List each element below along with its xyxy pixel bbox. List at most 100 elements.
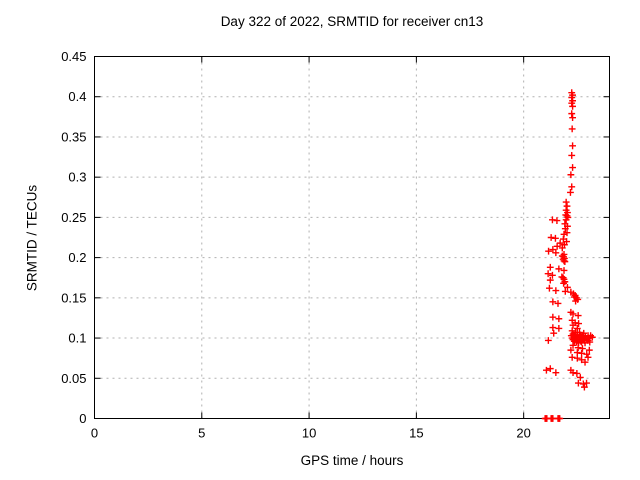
data-point-marker [550,329,558,337]
data-point-marker [564,283,571,291]
data-point-marker [553,242,561,250]
data-point-marker [585,346,593,354]
data-points [541,89,596,422]
y-tick-label: 0.45 [61,49,86,64]
y-tick-label: 0.1 [68,331,86,346]
x-tick-label: 20 [516,426,530,441]
data-point-marker [578,349,586,357]
y-tick-label: 0.35 [61,129,86,144]
data-point-marker [560,279,567,287]
x-tick-label: 0 [91,426,98,441]
data-point-marker [561,225,569,233]
data-point-marker [574,344,582,352]
data-point-marker [555,315,563,323]
data-point-marker [549,271,556,279]
y-tick-label: 0.4 [68,89,86,104]
data-point-marker [558,244,566,252]
data-point-marker [584,353,592,361]
data-point-marker [583,350,591,358]
data-point-marker [553,217,561,225]
data-point-marker [556,239,564,247]
data-point-marker [569,369,577,377]
data-point-marker [568,125,576,133]
data-point-marker [546,365,554,373]
data-point-marker [549,313,557,321]
data-point-marker [578,356,586,364]
data-point-marker [576,329,583,336]
data-point-marker [555,265,563,273]
data-point-marker [560,267,568,274]
data-point-marker [562,198,570,206]
plot-border [94,56,610,419]
y-axis-label: SRMTID / TECUs [24,184,40,292]
data-point-marker [547,234,555,241]
data-point-marker [568,152,576,159]
data-point-marker [568,327,576,335]
data-point-marker [546,276,554,284]
data-point-marker [569,341,577,349]
data-point-marker [544,337,552,344]
data-point-marker [554,300,562,307]
data-point-marker [580,329,588,337]
data-point-marker [546,263,554,271]
data-point-marker [579,345,586,352]
data-point-marker [588,333,596,341]
data-point-marker [563,202,571,210]
data-point-marker [545,247,552,255]
y-tick-label: 0.05 [61,371,86,386]
y-tick-label: 0.25 [61,210,86,225]
data-point-marker [575,320,582,327]
data-point-marker [573,325,581,332]
y-tick-label: 0 [79,411,86,426]
data-point-marker [561,258,569,266]
data-point-marker [563,212,571,220]
data-point-marker [580,383,588,391]
data-point-marker [556,415,564,422]
data-point-marker [549,216,556,224]
data-point-marker [569,114,576,122]
data-point-marker [573,354,581,362]
data-point-marker [573,370,581,377]
x-axis-label: GPS time / hours [300,453,404,468]
data-point-marker [549,324,557,331]
data-point-marker [569,102,576,110]
data-point-marker [546,284,553,292]
data-point-marker [574,312,582,319]
data-point-marker [568,353,576,361]
x-tick-label: 15 [409,426,423,441]
data-point-marker [552,369,560,377]
data-point-marker [581,358,589,366]
data-point-marker [572,297,579,305]
data-point-marker [567,346,575,354]
x-tick-label: 5 [198,426,205,441]
data-point-marker [569,321,577,329]
data-point-marker [586,338,594,346]
data-point-marker [562,216,570,224]
data-point-marker [583,379,590,387]
y-tick-label: 0.3 [68,170,86,185]
data-point-marker [567,171,575,179]
data-point-marker [569,142,576,150]
y-tick-label: 0.2 [68,250,86,265]
data-point-marker [568,110,576,118]
data-point-marker [555,325,563,332]
data-point-marker [567,189,574,196]
data-point-marker [544,270,552,278]
y-tick-label: 0.15 [61,290,86,305]
data-point-marker [574,379,582,387]
data-point-marker [552,249,560,257]
data-point-marker [561,287,569,295]
data-point-marker [569,164,576,171]
data-point-marker [576,374,584,381]
data-point-marker [568,99,576,107]
data-point-marker [552,234,559,242]
data-point-marker [569,310,577,318]
data-point-marker [579,380,587,388]
data-point-marker [560,257,568,265]
data-point-marker [549,298,557,306]
x-tick-label: 10 [302,426,316,441]
data-point-marker [568,183,576,191]
data-point-marker [549,246,557,253]
